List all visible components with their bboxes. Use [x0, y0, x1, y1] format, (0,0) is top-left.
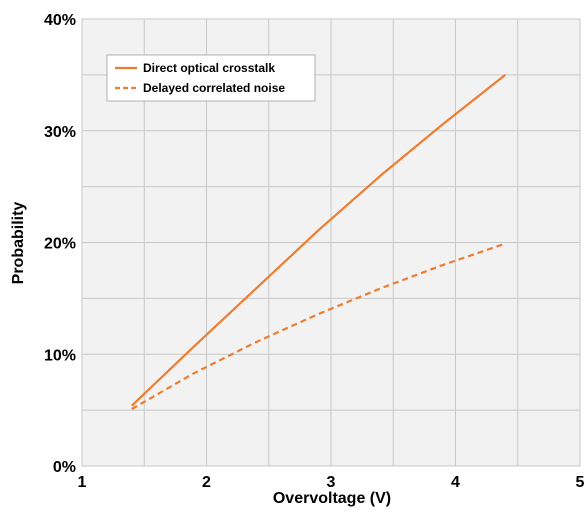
series-line-direct-optical-crosstalk — [131, 74, 506, 407]
series-line-delayed-correlated-noise — [131, 242, 506, 410]
x-tick-label: 5 — [576, 474, 585, 491]
y-axis-ticks: 0% 10% 20% 30% 40% — [44, 12, 76, 476]
y-axis-label: Probability — [10, 202, 27, 285]
y-tick-label: 40% — [44, 12, 76, 29]
x-tick-label: 1 — [78, 474, 87, 491]
legend-label: Direct optical crosstalk — [143, 61, 275, 75]
x-tick-label: 3 — [327, 474, 336, 491]
y-tick-label: 0% — [53, 459, 76, 476]
legend-label: Delayed correlated noise — [143, 81, 285, 95]
series-lines — [131, 74, 506, 410]
legend-box — [106, 54, 316, 102]
x-axis-ticks: 1 2 3 4 5 — [78, 474, 585, 491]
plot-border — [81, 18, 581, 467]
y-tick-label: 30% — [44, 124, 76, 141]
legend: Direct optical crosstalk Delayed correlat… — [106, 54, 316, 102]
y-tick-label: 10% — [44, 347, 76, 364]
x-axis-label: Overvoltage (V) — [273, 490, 391, 507]
y-tick-label: 20% — [44, 236, 76, 253]
x-tick-label: 2 — [202, 474, 211, 491]
x-tick-label: 4 — [451, 474, 460, 491]
